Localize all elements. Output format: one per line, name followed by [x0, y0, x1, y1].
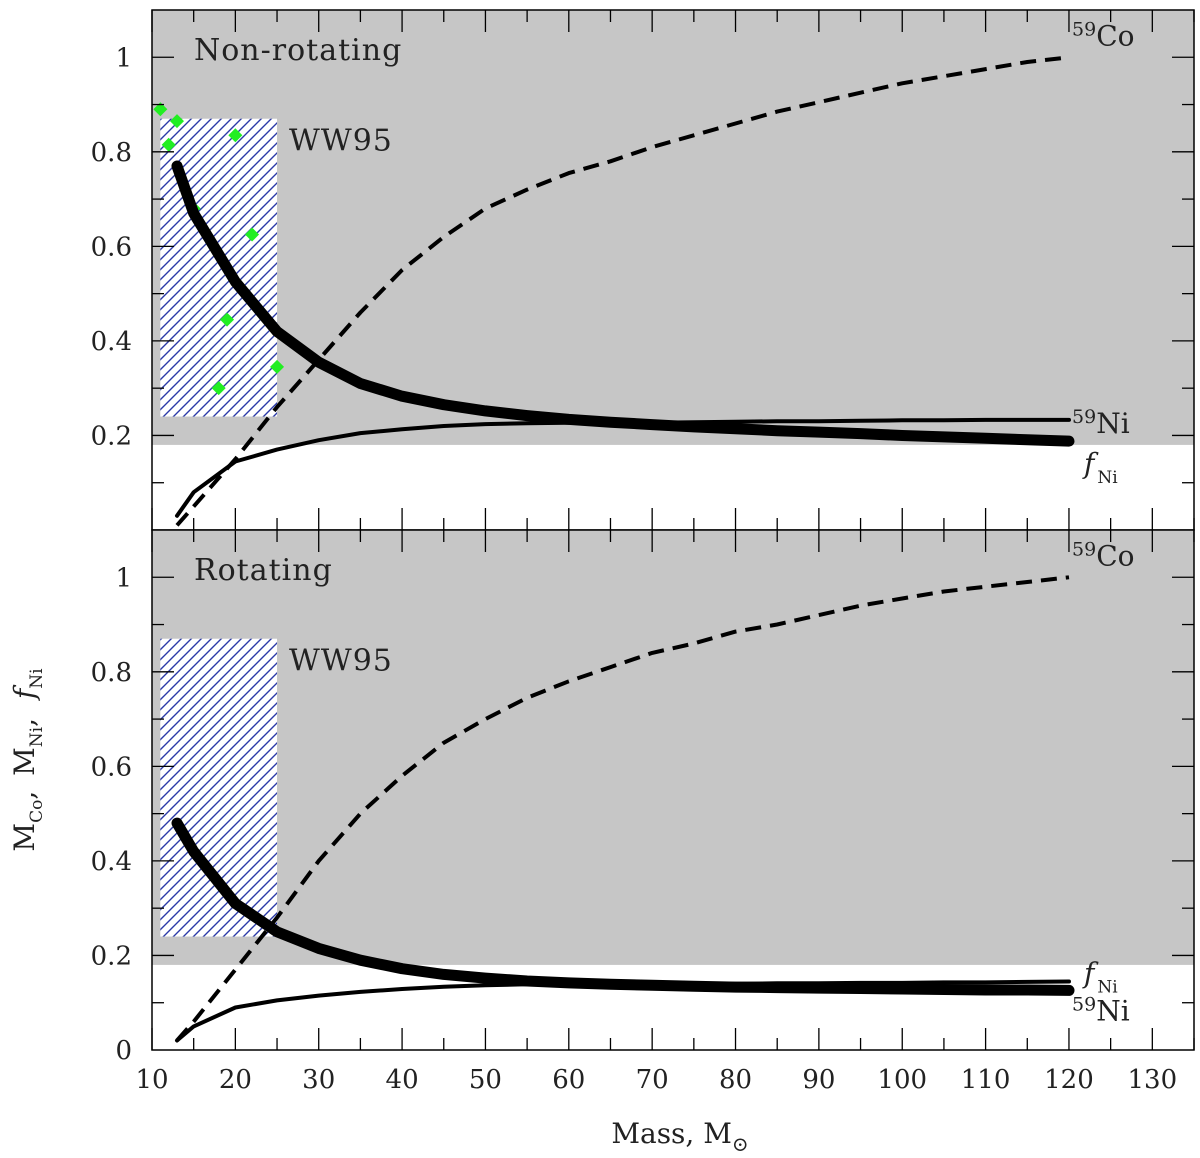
element-symbol: Co [1096, 539, 1134, 572]
ww95-label: WW95 [289, 644, 393, 679]
data-point [170, 114, 185, 129]
y-tick-label: 1 [115, 43, 132, 73]
y-tick-label: 0.6 [91, 232, 132, 262]
data-point [270, 359, 285, 374]
x-axis-title: Mass, M⊙ [611, 1117, 748, 1156]
element-symbol: Ni [1096, 994, 1130, 1027]
f-ni-label: f Ni [1082, 447, 1118, 488]
y-label-sep2: , [8, 718, 41, 727]
x-tick-label: 100 [877, 1065, 927, 1095]
x-tick-label: 10 [135, 1065, 168, 1095]
co59-label: 59Co [1072, 538, 1134, 572]
x-tick-label: 130 [1127, 1065, 1177, 1095]
y-tick-label: 0.4 [91, 327, 132, 357]
ww95-label: WW95 [289, 124, 393, 159]
x-tick-label: 80 [719, 1065, 752, 1095]
panel-2-frame [151, 529, 1195, 1051]
isotope-mass-number: 59 [1072, 993, 1096, 1015]
shaded-region [152, 530, 1194, 965]
shaded-region [152, 10, 1194, 445]
y-label-m2: M [8, 747, 41, 785]
panel-title: Non-rotating [194, 33, 402, 68]
x-tick-label: 60 [552, 1065, 585, 1095]
y-tick-label: 0.2 [91, 941, 132, 971]
x-tick-label: 20 [219, 1065, 252, 1095]
f-ni-curve [171, 817, 1075, 996]
y-tick-label: 0 [115, 1036, 132, 1066]
ni59-label: 59Ni [1072, 406, 1130, 440]
element-symbol: Co [1096, 19, 1134, 52]
panel-2-plot: WW95 [152, 530, 1194, 1043]
co59-label: 59Co [1072, 18, 1134, 52]
x-tick-label: 50 [469, 1065, 502, 1095]
x-tick-label: 90 [802, 1065, 835, 1095]
sun-symbol: ⊙ [732, 1132, 749, 1156]
y-label-m: M [8, 823, 41, 852]
f-ni-curve [171, 160, 1075, 447]
y-tick-label: 0.8 [91, 658, 132, 688]
y-label-f: f [8, 684, 41, 708]
element-symbol: Ni [1096, 407, 1130, 440]
isotope-mass-number: 59 [1072, 406, 1096, 428]
y-label-ni-sub: Ni [27, 726, 47, 747]
data-point [153, 102, 168, 117]
y-tick-label: 0.4 [91, 847, 132, 877]
y-label-f-sub: Ni [27, 668, 47, 689]
y-axis-title: MCo, MNi, fNi [8, 668, 47, 852]
data-point [220, 312, 235, 327]
isotope-mass-number: 59 [1072, 538, 1096, 560]
data-point [161, 137, 176, 152]
isotope-mass-number: 59 [1072, 18, 1096, 40]
x-tick-label: 40 [386, 1065, 419, 1095]
x-tick-label: 110 [961, 1065, 1011, 1095]
y-tick-label: 0.8 [91, 138, 132, 168]
x-tick-label: 120 [1044, 1065, 1094, 1095]
y-label-co-sub: Co [27, 800, 47, 823]
panel-1-plot: WW95 [152, 10, 1194, 527]
y-tick-label: 0.6 [91, 752, 132, 782]
co59-curve [175, 55, 1070, 527]
x-tick-label: 30 [302, 1065, 335, 1095]
co59-curve [175, 575, 1070, 1042]
ww95-hatch-box [160, 638, 278, 937]
y-tick-label: 1 [115, 563, 132, 593]
panel-title: Rotating [194, 553, 333, 588]
x-axis-label-text: Mass, M [611, 1117, 732, 1150]
y-label-sep: , [8, 791, 41, 800]
data-point [211, 381, 226, 396]
x-tick-label: 70 [636, 1065, 669, 1095]
data-point [245, 227, 260, 242]
ni59-label: 59Ni [1072, 993, 1130, 1027]
y-tick-label: 0.2 [91, 421, 132, 451]
f-subscript: Ni [1097, 468, 1118, 488]
data-point [228, 128, 243, 143]
f-subscript: Ni [1097, 977, 1118, 997]
